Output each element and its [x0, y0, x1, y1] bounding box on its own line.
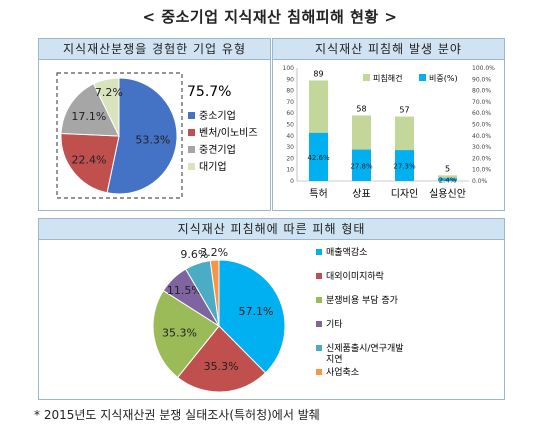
company-type-legend-swatch	[188, 146, 195, 153]
bar-legend-swatch	[363, 74, 370, 81]
right-y-tick-label: 40.0%	[472, 133, 491, 140]
company-type-pie-slice-label: 53.3%	[135, 134, 170, 147]
right-y-tick-label: 60.0%	[472, 110, 491, 117]
damage-type-pie-chart: 57.1% 35.3% 35.3% 11.5% 9.6%3.2% 매출액감소대외이미지하…	[152, 246, 404, 393]
company-type-legend-swatch	[188, 112, 195, 119]
infringement-field-panel-title: 지식재산 피침해 발생 분야	[273, 39, 504, 60]
share-percent-label: 27.3%	[393, 163, 416, 171]
right-y-tick-label: 50.0%	[472, 122, 491, 129]
damage-type-legend-label: 지연	[326, 354, 343, 365]
damage-type-legend-swatch	[316, 345, 322, 351]
damage-type-panel: 지식재산 피침해에 따른 피해 형태 57.1% 35.3% 35.3% 11.5% 9…	[38, 218, 505, 400]
infringement-count-label: 58	[356, 104, 366, 113]
company-type-pie-chart: 53.3% 22.4% 17.1% 7.2% 75.7% 중소기업벤처/이노비즈중견기…	[56, 72, 258, 199]
left-y-tick-label: 60	[286, 110, 294, 117]
damage-type-pie-slice-label: 35.3%	[162, 327, 197, 340]
right-y-tick-label: 90.0%	[472, 76, 491, 83]
category-tick-label: 실용신안	[429, 188, 466, 200]
left-y-tick-label: 70	[286, 99, 294, 106]
left-y-tick-label: 100	[283, 65, 295, 72]
share-percent-label: 2.4%	[439, 177, 457, 185]
infringement-count-label: 5	[445, 164, 450, 173]
left-y-tick-label: 80	[286, 88, 294, 95]
infringement-count-label: 89	[313, 69, 323, 78]
bar-legend-swatch	[419, 74, 426, 81]
sme-combined-annotation: 75.7%	[187, 84, 231, 100]
page-title: < 중소기업 지식재산 침해피해 현황 >	[142, 8, 398, 26]
company-type-pie-slice-label: 7.2%	[95, 86, 123, 99]
damage-type-legend-label: 사업축소	[326, 367, 359, 378]
right-y-tick-label: 100.0%	[472, 65, 495, 72]
company-type-pie-slice-label: 17.1%	[71, 110, 106, 123]
company-type-legend-label: 중소기업	[199, 109, 236, 122]
company-type-panel-title: 지식재산분쟁을 경험한 기업 유형	[39, 39, 270, 60]
left-y-tick-label: 50	[286, 122, 294, 129]
damage-type-pie-slice	[218, 259, 286, 374]
company-type-legend-swatch	[188, 163, 195, 170]
company-type-pie-slice-label: 22.4%	[71, 153, 106, 166]
share-percent-bar	[352, 149, 371, 181]
right-y-tick-label: 70.0%	[472, 99, 491, 106]
damage-type-pie-slice	[152, 289, 220, 379]
left-y-tick-label: 40	[286, 133, 294, 140]
bar-legend-label: 피침해건	[373, 73, 402, 83]
damage-type-pie-slice	[176, 325, 267, 393]
infringement-field-panel: 지식재산 피침해 발생 분야 0 10 20 30 40 50 60 70 80 90 100 0.0…	[272, 38, 505, 211]
left-y-tick-label: 0	[290, 178, 294, 185]
damage-type-legend-label: 신제품출시/연구개발	[326, 343, 404, 354]
damage-type-panel-title: 지식재산 피침해에 따른 피해 형태	[39, 219, 504, 240]
company-type-pie-slice	[106, 77, 178, 195]
company-type-legend-label: 대기업	[199, 160, 227, 173]
category-tick-label: 특허	[309, 188, 327, 200]
share-percent-label: 27.8%	[350, 162, 373, 170]
category-tick-label: 상표	[352, 188, 370, 200]
category-tick-label: 디자인	[391, 188, 419, 200]
company-type-panel: 지식재산분쟁을 경험한 기업 유형 53.3% 22.4% 17.1% 7.2% 75…	[38, 38, 271, 211]
right-y-tick-label: 20.0%	[472, 155, 491, 162]
damage-type-legend-swatch	[316, 297, 322, 303]
damage-type-pie-slice-label: 57.1%	[239, 305, 274, 318]
infringement-count-label: 57	[399, 106, 409, 115]
right-y-tick-label: 0.0%	[472, 178, 488, 185]
left-y-tick-label: 10	[286, 167, 294, 174]
damage-type-legend-label: 매출액감소	[326, 246, 367, 258]
right-y-tick-label: 30.0%	[472, 144, 491, 151]
damage-type-legend-swatch	[316, 369, 322, 375]
source-footnote: * 2015년도 지식재산권 분쟁 실태조사(특허청)에서 발췌	[34, 408, 320, 422]
left-y-tick-label: 20	[286, 155, 294, 162]
share-percent-label: 42.6%	[307, 154, 330, 162]
company-type-legend-label: 중견기업	[199, 143, 236, 156]
company-type-legend-label: 벤처/이노비즈	[199, 127, 258, 139]
damage-type-pie-slice-label: 9.6%	[180, 248, 208, 261]
share-percent-bar	[309, 132, 328, 181]
damage-type-legend-swatch	[316, 321, 322, 327]
sme-combined-highlight	[56, 72, 183, 199]
damage-type-pie-slice-label: 3.2%	[200, 246, 228, 259]
right-y-tick-label: 10.0%	[472, 167, 491, 174]
damage-type-pie-slice-label: 11.5%	[167, 284, 202, 297]
company-type-pie-slice	[60, 132, 120, 194]
damage-type-legend-label: 분쟁비용 부담 증가	[326, 294, 398, 306]
damage-type-pie-slice-label: 35.3%	[204, 360, 239, 373]
share-percent-bar	[438, 178, 457, 181]
company-type-pie-slice	[60, 83, 120, 137]
damage-type-legend-swatch	[316, 249, 322, 255]
damage-type-pie-slice	[209, 259, 220, 327]
share-percent-bar	[395, 150, 414, 181]
left-y-tick-label: 90	[286, 76, 294, 83]
company-type-pie-slice	[92, 77, 120, 137]
infringement-field-bar-chart: 0 10 20 30 40 50 60 70 80 90 100 0.0% 10.0% 20.0% 30.0…	[283, 65, 496, 200]
damage-type-legend-swatch	[316, 273, 322, 279]
left-y-tick-label: 30	[286, 144, 294, 151]
damage-type-legend-label: 기타	[326, 319, 343, 330]
company-type-legend-swatch	[188, 129, 195, 136]
damage-type-legend-label: 대외이미지하락	[326, 270, 384, 282]
bar-legend-label: 비중(%)	[429, 74, 458, 83]
right-y-tick-label: 80.0%	[472, 88, 491, 95]
infringement-count-bar	[438, 175, 457, 181]
